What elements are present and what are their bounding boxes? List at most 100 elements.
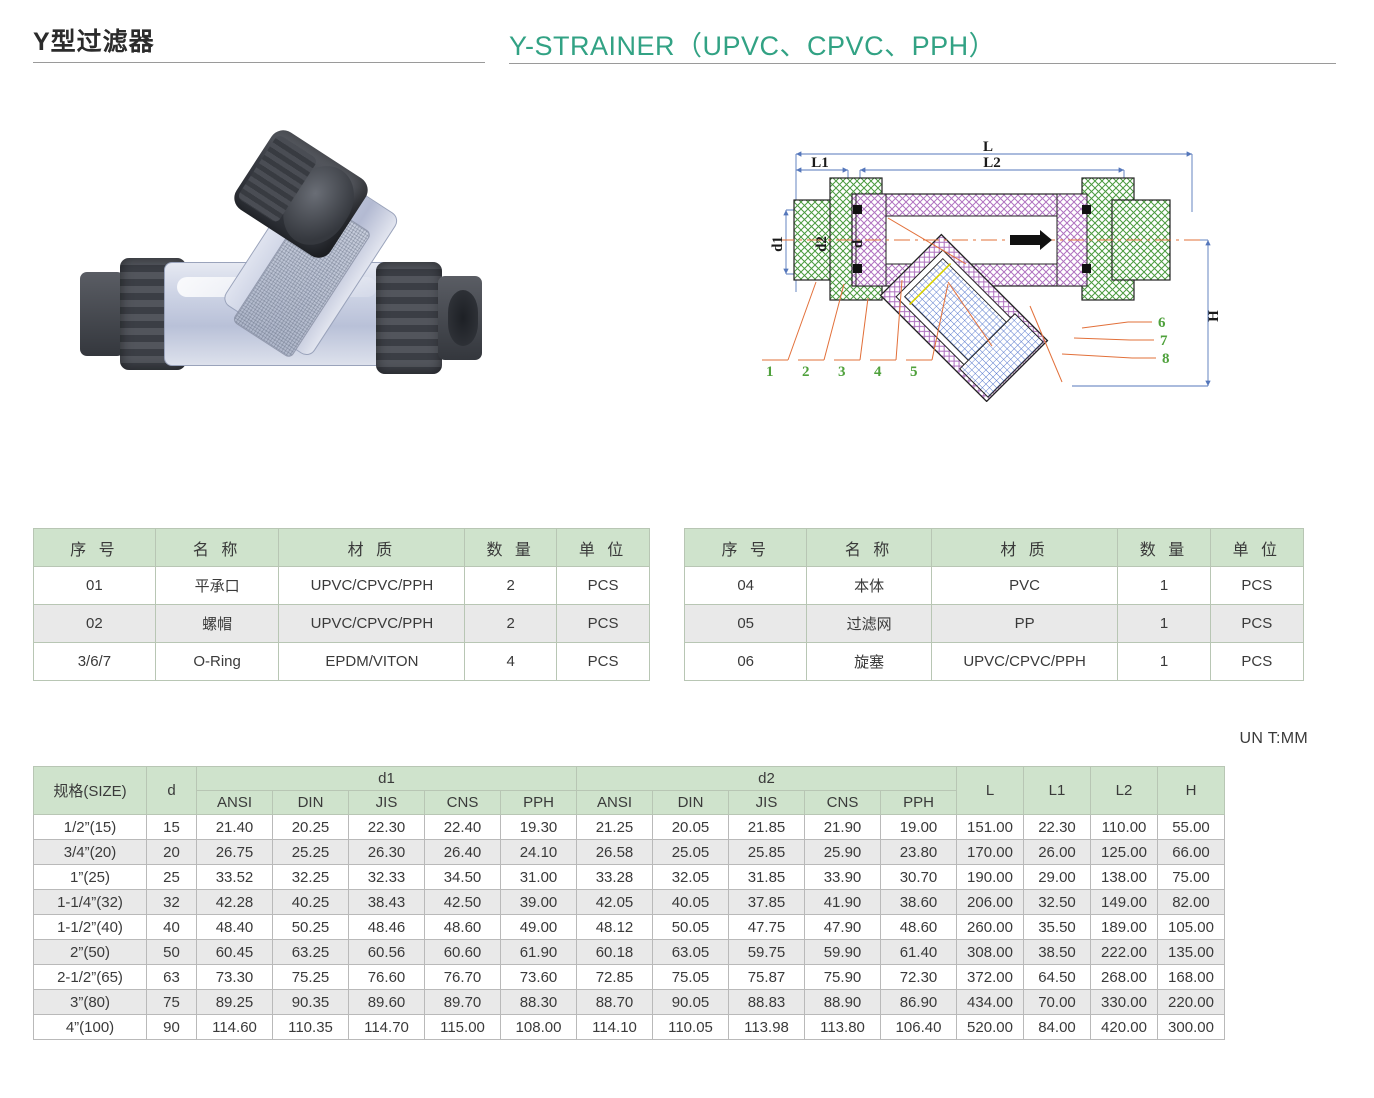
cell-d2-jis: 59.75 bbox=[728, 939, 805, 965]
col-header-material: 材 质 bbox=[930, 528, 1119, 567]
cell-d2-cns: 59.90 bbox=[804, 939, 881, 965]
cell-d2-din: 50.05 bbox=[652, 914, 729, 940]
cell-d1-din: 75.25 bbox=[272, 964, 349, 990]
cell-d2-din: 110.05 bbox=[652, 1014, 729, 1040]
cell-d1-pph: 49.00 bbox=[500, 914, 577, 940]
cell-L2: 268.00 bbox=[1090, 964, 1158, 990]
dim-label-d2: d2 bbox=[814, 236, 830, 252]
cell-L: 308.00 bbox=[956, 939, 1024, 965]
cell-d2-cns: 113.80 bbox=[804, 1014, 881, 1040]
cell-d2-jis: 21.85 bbox=[728, 814, 805, 840]
cell-qty: 1 bbox=[1117, 604, 1211, 643]
table-header-row-standards: ANSI DIN JIS CNS PPH ANSI DIN JIS CNS PP… bbox=[34, 790, 1225, 815]
cell-H: 55.00 bbox=[1157, 814, 1225, 840]
cell-H: 168.00 bbox=[1157, 964, 1225, 990]
cell-L2: 330.00 bbox=[1090, 989, 1158, 1015]
cell-d: 32 bbox=[146, 889, 197, 915]
cell-L2: 138.00 bbox=[1090, 864, 1158, 890]
table-row: 2”(50) 50 60.45 63.25 60.56 60.60 61.90 60.18 63… bbox=[33, 939, 1225, 965]
cell-d2-ansi: 48.12 bbox=[576, 914, 653, 940]
cell-d2-ansi: 21.25 bbox=[576, 814, 653, 840]
cell-d1-jis: 76.60 bbox=[348, 964, 425, 990]
table-row: 3/6/7 O-Ring EPDM/VITON 4 PCS bbox=[33, 642, 650, 681]
cell-L2: 420.00 bbox=[1090, 1014, 1158, 1040]
cell-d1-ansi: 60.45 bbox=[196, 939, 273, 965]
cell-d2-jis: 37.85 bbox=[728, 889, 805, 915]
cell-d1-pph: 31.00 bbox=[500, 864, 577, 890]
cell-d1-jis: 60.56 bbox=[348, 939, 425, 965]
cell-unit: PCS bbox=[556, 566, 650, 605]
cell-d2-ansi: 60.18 bbox=[576, 939, 653, 965]
cell-no: 3/6/7 bbox=[33, 642, 156, 681]
callout-6: 6 bbox=[1158, 315, 1166, 331]
cell-L: 260.00 bbox=[956, 914, 1024, 940]
cell-name: O-Ring bbox=[154, 642, 280, 681]
cell-d2-din: 63.05 bbox=[652, 939, 729, 965]
cell-d1-pph: 88.30 bbox=[500, 989, 577, 1015]
cell-d1-ansi: 21.40 bbox=[196, 814, 273, 840]
col-header-L1: L1 bbox=[1023, 766, 1091, 815]
table-row: 01 平承口 UPVC/CPVC/PPH 2 PCS bbox=[33, 566, 650, 605]
cell-d1-din: 40.25 bbox=[272, 889, 349, 915]
cell-d1-cns: 48.60 bbox=[424, 914, 501, 940]
cell-d1-din: 110.35 bbox=[272, 1014, 349, 1040]
col-header-L: L bbox=[956, 766, 1024, 815]
cell-qty: 4 bbox=[464, 642, 558, 681]
page-header: Y型过滤器 Y-STRAINER（UPVC、CPVC、PPH） bbox=[0, 0, 1374, 76]
cell-d: 25 bbox=[146, 864, 197, 890]
cell-d1-ansi: 33.52 bbox=[196, 864, 273, 890]
photo-socket-left bbox=[80, 272, 124, 356]
col-header-d1-jis: JIS bbox=[348, 790, 425, 815]
cell-material: EPDM/VITON bbox=[278, 642, 466, 681]
col-header-d2-din: DIN bbox=[652, 790, 729, 815]
cell-d2-din: 20.05 bbox=[652, 814, 729, 840]
cell-d2-ansi: 88.70 bbox=[576, 989, 653, 1015]
cell-d2-din: 40.05 bbox=[652, 889, 729, 915]
cell-size: 4”(100) bbox=[33, 1014, 147, 1040]
cell-d2-ansi: 26.58 bbox=[576, 839, 653, 865]
callout-leaders bbox=[762, 217, 1156, 383]
title-rule-en bbox=[509, 63, 1336, 64]
col-header-no: 序 号 bbox=[683, 528, 808, 567]
cell-d2-pph: 86.90 bbox=[880, 989, 957, 1015]
cell-name: 过滤网 bbox=[806, 604, 932, 643]
cell-d1-cns: 89.70 bbox=[424, 989, 501, 1015]
cell-size: 1-1/4”(32) bbox=[33, 889, 147, 915]
col-header-material: 材 质 bbox=[278, 528, 466, 567]
col-header-name: 名 称 bbox=[154, 528, 280, 567]
cell-d1-pph: 19.30 bbox=[500, 814, 577, 840]
cell-L1: 38.50 bbox=[1023, 939, 1091, 965]
photo-socket-right bbox=[438, 276, 482, 360]
cell-d2-din: 32.05 bbox=[652, 864, 729, 890]
cell-d2-pph: 23.80 bbox=[880, 839, 957, 865]
dim-label-H: H bbox=[1206, 310, 1222, 322]
cell-d2-pph: 48.60 bbox=[880, 914, 957, 940]
cell-L1: 35.50 bbox=[1023, 914, 1091, 940]
cell-d1-cns: 76.70 bbox=[424, 964, 501, 990]
cell-d1-din: 32.25 bbox=[272, 864, 349, 890]
cell-d1-cns: 115.00 bbox=[424, 1014, 501, 1040]
cell-d2-jis: 75.87 bbox=[728, 964, 805, 990]
cell-d1-din: 20.25 bbox=[272, 814, 349, 840]
cell-d1-jis: 22.30 bbox=[348, 814, 425, 840]
col-header-d2-ansi: ANSI bbox=[576, 790, 653, 815]
cell-material: PP bbox=[930, 604, 1119, 643]
technical-drawing: L L1 L2 d1 d2 d H 1 2 3 4 5 6 7 8 bbox=[752, 132, 1232, 402]
cell-L: 151.00 bbox=[956, 814, 1024, 840]
cell-unit: PCS bbox=[556, 604, 650, 643]
cell-d: 90 bbox=[146, 1014, 197, 1040]
cell-d2-jis: 88.83 bbox=[728, 989, 805, 1015]
callout-numbers: 1 2 3 4 5 6 7 8 bbox=[766, 315, 1170, 380]
cell-d1-ansi: 73.30 bbox=[196, 964, 273, 990]
cell-L1: 29.00 bbox=[1023, 864, 1091, 890]
cell-d1-pph: 39.00 bbox=[500, 889, 577, 915]
cell-no: 05 bbox=[683, 604, 808, 643]
col-header-qty: 数 量 bbox=[1117, 528, 1211, 567]
cell-d1-din: 90.35 bbox=[272, 989, 349, 1015]
cell-size: 1/2”(15) bbox=[33, 814, 147, 840]
cell-d2-pph: 72.30 bbox=[880, 964, 957, 990]
cell-d1-jis: 26.30 bbox=[348, 839, 425, 865]
dim-label-d1: d1 bbox=[770, 236, 786, 252]
cell-H: 220.00 bbox=[1157, 989, 1225, 1015]
